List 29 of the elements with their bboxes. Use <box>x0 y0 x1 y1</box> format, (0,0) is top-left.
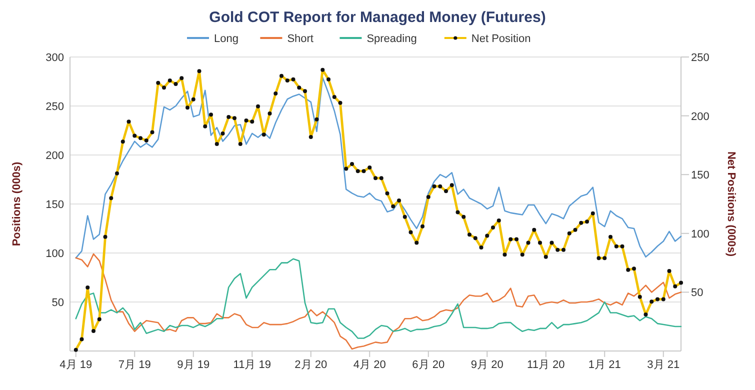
ytick: 100 <box>46 248 64 260</box>
xtick: 1月 21 <box>588 359 621 371</box>
xtick: 3月 21 <box>647 359 680 371</box>
y2tick: 150 <box>691 170 710 182</box>
xtick: 6月 20 <box>412 359 445 371</box>
chart-title: Gold COT Report for Managed Money (Futures) <box>209 9 546 26</box>
xtick: 2月 20 <box>294 359 328 371</box>
y-axis-title: Positions (000s) <box>11 161 23 246</box>
y2tick: 100 <box>691 228 710 240</box>
ytick: 50 <box>52 297 64 309</box>
xtick: 9月 19 <box>177 359 210 371</box>
legend-label: Net Position <box>471 33 531 45</box>
y2tick: 50 <box>691 287 704 300</box>
ytick: 200 <box>46 150 64 162</box>
ytick: 300 <box>46 52 64 64</box>
legend-label: Long <box>214 33 238 45</box>
y2tick: 200 <box>691 110 710 123</box>
y2tick: 250 <box>691 52 710 64</box>
y2-axis-title: Net Positions (000s) <box>725 151 737 257</box>
xtick: 9月 20 <box>470 359 504 371</box>
ytick: 150 <box>46 199 64 211</box>
xtick: 11月 19 <box>233 359 271 371</box>
xtick: 7月 19 <box>118 359 151 371</box>
legend-label: Short <box>287 33 314 45</box>
ytick: 250 <box>46 101 64 113</box>
legend-label: Spreading <box>366 33 417 45</box>
xtick: 11月 20 <box>527 359 565 371</box>
xtick: 4月 19 <box>60 359 92 371</box>
xtick: 4月 20 <box>353 359 386 371</box>
